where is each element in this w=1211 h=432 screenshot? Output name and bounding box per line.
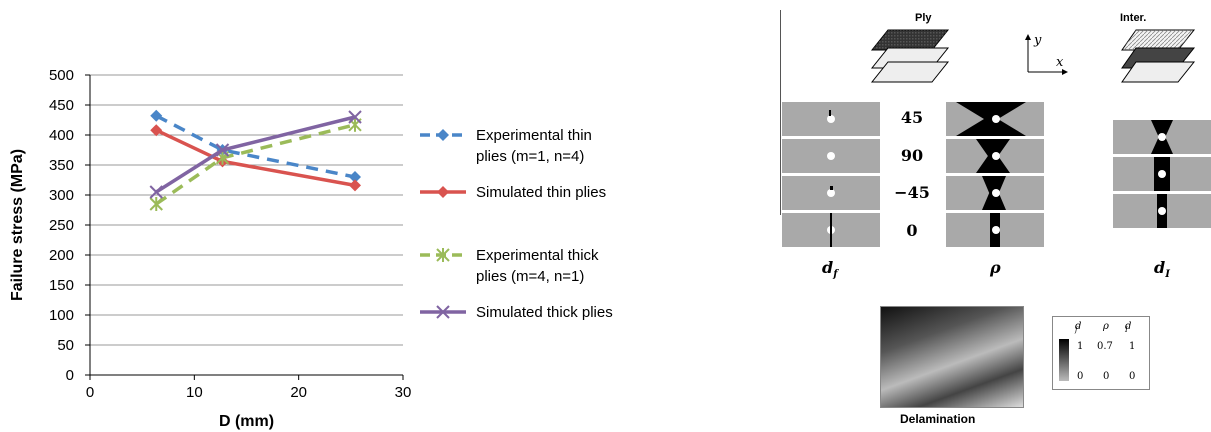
legend-marker-2: [437, 186, 449, 198]
axis-x-label: x: [1056, 55, 1064, 70]
cbar-min3: 0: [1129, 371, 1136, 382]
data-point-s2: [150, 124, 163, 137]
rho-strip-90: [946, 139, 1044, 173]
legend-marker-1: [437, 129, 449, 141]
data-point-s4: [149, 185, 163, 199]
y-tick-label: 0: [66, 367, 74, 384]
delamination-image: [880, 306, 1024, 408]
cbar-min2: 0: [1103, 371, 1110, 382]
legend-marker-4: [436, 305, 450, 319]
col-label-di: dI: [1154, 258, 1170, 281]
y-tick-label: 300: [49, 187, 74, 204]
col-label-df: df: [822, 258, 838, 281]
inter-header: Inter.: [1120, 12, 1147, 24]
cbar-max3: 1: [1129, 341, 1136, 352]
legend-label-2: Simulated thin plies: [476, 184, 606, 201]
data-point-s1: [150, 109, 163, 122]
legend-label-1: plies (m=1, n=4): [476, 148, 584, 165]
interface-stack-icon: [1121, 29, 1196, 83]
rho-strip-45: [946, 102, 1044, 136]
ply-header: Ply: [915, 12, 932, 24]
chart-svg: 0 50 100 150 200 250 300 350 400 450 500 0 10 20 30 D (…: [9, 67, 613, 430]
legend-label-1: Experimental thin: [476, 127, 592, 144]
angle-neg45: −45: [894, 183, 930, 202]
x-tick-label: 0: [86, 384, 94, 401]
di-strip-2: [1113, 157, 1211, 191]
legend-marker-3: [436, 248, 450, 262]
data-point-s4: [215, 143, 230, 157]
data-point-s2: [349, 179, 362, 192]
x-tick-label: 30: [395, 384, 412, 401]
legend-label-3: plies (m=4, n=1): [476, 268, 584, 285]
cbar-min1: 0: [1077, 371, 1084, 382]
y-tick-label: 200: [49, 247, 74, 264]
legend-label-3: Experimental thick: [476, 247, 599, 264]
axis-y-label: y: [1033, 33, 1042, 48]
series-line-3: [155, 123, 356, 206]
df-strip-neg45: [782, 176, 880, 210]
ply-stack-icon: [870, 29, 950, 83]
delamination-label: Delamination: [900, 412, 976, 426]
rho-strip-0: [946, 213, 1044, 247]
failure-stress-chart: 0 50 100 150 200 250 300 350 400 450 500 0 10 20 30 D (…: [9, 67, 613, 430]
y-tick-label: 250: [49, 217, 74, 234]
y-axis-title: Failure stress (MPa): [9, 149, 26, 301]
di-strip-1: [1113, 120, 1211, 154]
x-tick-label: 20: [290, 384, 307, 401]
y-tick-label: 450: [49, 97, 74, 114]
y-tick-label: 50: [57, 337, 74, 354]
data-point-s3: [149, 197, 163, 211]
x-tick-label: 10: [186, 384, 203, 401]
y-tick-label: 100: [49, 307, 74, 324]
series-line-1: [155, 114, 356, 179]
angle-0: 0: [906, 221, 918, 240]
colorbar-gradient: [1059, 339, 1069, 381]
cbar-max2: 0.7: [1097, 341, 1113, 352]
y-tick-label: 500: [49, 67, 74, 84]
divider-line: [780, 10, 781, 215]
y-tick-label: 150: [49, 277, 74, 294]
cbar-h2: ρ: [1103, 321, 1109, 332]
data-point-s4: [348, 110, 362, 124]
col-label-rho: ρ: [990, 258, 1001, 277]
cbar-max1: 1: [1077, 341, 1084, 352]
y-tick-label: 400: [49, 127, 74, 144]
rho-strip-neg45: [946, 176, 1044, 210]
angle-45: 45: [900, 108, 924, 127]
x-axis-title: D (mm): [219, 413, 274, 430]
angle-90: 90: [900, 146, 924, 165]
y-tick-label: 350: [49, 157, 74, 174]
df-strip-0: [782, 213, 880, 247]
di-strip-3: [1113, 194, 1211, 228]
axes-indicator-icon: y x: [1020, 30, 1080, 80]
data-point-s1: [349, 171, 362, 183]
df-strip-90: [782, 139, 880, 173]
simulation-figure: Ply y x Inter. 45 90 −45 0: [770, 0, 1211, 432]
df-strip-45: [782, 102, 880, 136]
legend-label-4: Simulated thick plies: [476, 304, 613, 321]
